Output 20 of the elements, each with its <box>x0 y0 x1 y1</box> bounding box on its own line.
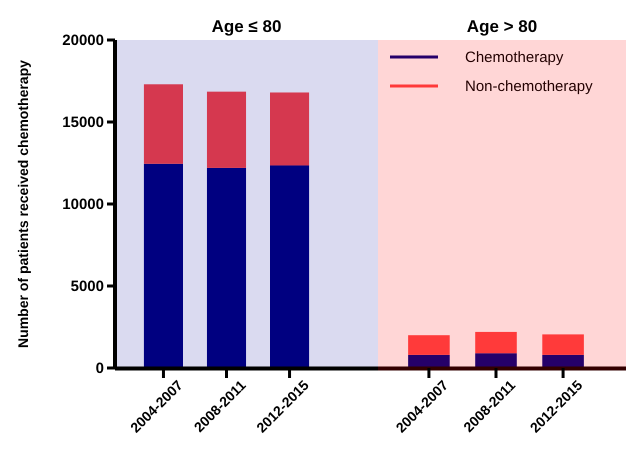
bar <box>144 164 183 368</box>
bar <box>542 334 584 355</box>
y-tick-label: 0 <box>96 360 104 377</box>
bar <box>206 92 246 168</box>
legend-label: Non-chemotherapy <box>465 78 594 95</box>
bar <box>270 92 310 166</box>
y-tick-label: 15000 <box>62 114 104 131</box>
y-axis-title: Number of patients received chemotherapy <box>15 60 31 348</box>
bar <box>144 84 183 164</box>
bar <box>408 335 450 355</box>
y-tick-label: 10000 <box>62 196 104 213</box>
bar <box>475 332 517 354</box>
y-tick-label: 5000 <box>70 278 104 295</box>
bar <box>475 353 517 368</box>
bar <box>270 165 310 368</box>
y-tick-label: 20000 <box>62 32 104 49</box>
bar <box>206 168 246 368</box>
chart-title: Age > 80 <box>466 17 538 36</box>
chart-title: Age ≤ 80 <box>212 17 282 36</box>
legend-label: Chemotherapy <box>465 49 564 66</box>
